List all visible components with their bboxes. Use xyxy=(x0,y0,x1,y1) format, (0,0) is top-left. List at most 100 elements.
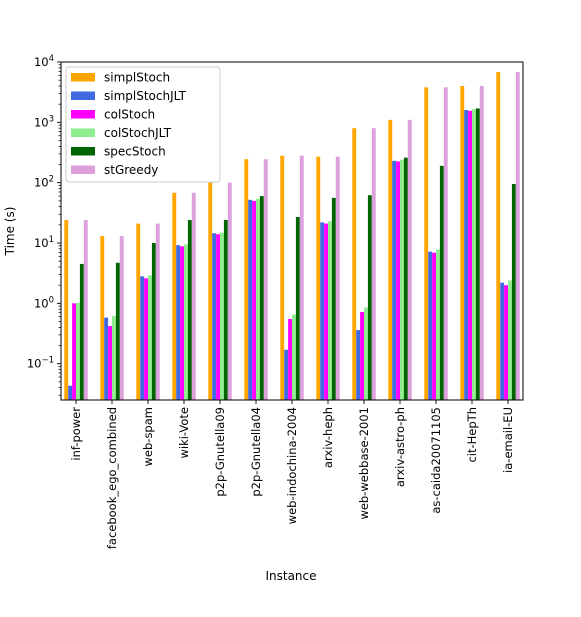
y-tick-label: 100 xyxy=(34,295,54,310)
x-tick-label: facebook_ego_combined xyxy=(105,407,119,549)
plot-frame xyxy=(60,61,524,401)
x-tick-label: ia-email-EU xyxy=(501,407,515,473)
bar-simplStoch-cit-HepTh xyxy=(460,86,465,400)
x-tick-label: inf-power xyxy=(69,407,83,461)
y-tick-label: 10−1 xyxy=(27,356,54,371)
bar-simplStoch-web-spam xyxy=(136,223,141,400)
bar-colStoch-as-caida20071105 xyxy=(432,252,436,400)
legend-label-simplStochJLT: simplStochJLT xyxy=(104,89,187,103)
x-tick-label: arxiv-heph xyxy=(321,407,335,468)
bar-stGreedy-web-webbase-2001 xyxy=(371,128,376,400)
x-axis-label: Instance xyxy=(265,569,316,583)
bar-simplStochJLT-cit-HepTh xyxy=(464,110,469,401)
x-tick-label: arxiv-astro-ph xyxy=(393,407,407,487)
y-tick-base: 10 xyxy=(34,236,49,250)
bar-colStoch-web-spam xyxy=(144,278,148,400)
y-tick-base: 10 xyxy=(34,176,49,190)
y-tick-exponent: 4 xyxy=(49,54,54,64)
x-tick-label: web-spam xyxy=(141,407,155,466)
bar-colStochJLT-inf-power xyxy=(76,302,80,400)
bar-specStoch-web-indochina-2004 xyxy=(295,216,300,400)
bar-colStochJLT-wiki-Vote xyxy=(184,244,188,400)
bar-colStoch-web-indochina-2004 xyxy=(288,319,292,400)
bar-specStoch-inf-power xyxy=(79,263,84,400)
bar-stGreedy-wiki-Vote xyxy=(191,192,196,400)
bar-specStoch-p2p-Gnutella04 xyxy=(259,196,264,400)
bar-simplStochJLT-web-webbase-2001 xyxy=(356,330,361,400)
y-tick-label: 102 xyxy=(34,175,54,190)
bar-simplStoch-p2p-Gnutella04 xyxy=(244,159,249,400)
bar-simplStochJLT-arxiv-astro-ph xyxy=(392,160,397,400)
bar-simplStochJLT-web-spam xyxy=(140,276,145,400)
x-tick-label: cit-HepTh xyxy=(465,407,479,463)
bar-specStoch-ia-email-EU xyxy=(511,184,516,400)
y-tick-exponent: 2 xyxy=(49,175,54,185)
bar-specStoch-as-caida20071105 xyxy=(439,165,444,400)
legend-swatch-colStochJLT xyxy=(71,128,95,137)
bar-simplStoch-web-webbase-2001 xyxy=(352,128,357,400)
bar-colStochJLT-facebook_ego_combined xyxy=(112,315,116,400)
bar-colStoch-p2p-Gnutella04 xyxy=(252,200,256,400)
legend-swatch-colStoch xyxy=(71,110,95,119)
bar-colStochJLT-p2p-Gnutella09 xyxy=(220,232,224,400)
y-tick-base: 10 xyxy=(34,115,49,129)
y-tick-base: 10 xyxy=(34,296,49,310)
bar-colStochJLT-web-spam xyxy=(148,275,152,400)
bar-simplStoch-web-indochina-2004 xyxy=(280,155,285,400)
bar-stGreedy-p2p-Gnutella09 xyxy=(227,182,232,400)
bar-specStoch-web-spam xyxy=(151,243,156,400)
bar-simplStoch-facebook_ego_combined xyxy=(100,236,105,400)
bar-colStochJLT-arxiv-heph xyxy=(328,221,332,400)
bar-colStochJLT-ia-email-EU xyxy=(508,280,512,400)
bar-colStoch-arxiv-heph xyxy=(324,223,328,400)
y-tick-exponent: 1 xyxy=(49,235,54,245)
bar-colStochJLT-arxiv-astro-ph xyxy=(400,159,404,400)
bar-colStoch-p2p-Gnutella09 xyxy=(216,234,220,400)
bar-simplStochJLT-ia-email-EU xyxy=(500,282,505,400)
y-tick-exponent: −1 xyxy=(41,356,54,366)
legend: simplStoch simplStochJLT colStoch colStochJ… xyxy=(65,66,221,183)
legend-swatch-simplStochJLT xyxy=(71,91,95,100)
bar-stGreedy-facebook_ego_combined xyxy=(119,236,124,400)
y-tick-label: 103 xyxy=(34,114,54,129)
y-axis-label: Time (s) xyxy=(3,207,17,257)
bar-stGreedy-cit-HepTh xyxy=(479,86,484,400)
y-tick-base: 10 xyxy=(34,55,49,69)
bar-simplStochJLT-p2p-Gnutella09 xyxy=(212,233,217,400)
y-tick-exponent: 3 xyxy=(49,114,54,124)
bar-simplStoch-inf-power xyxy=(64,220,69,400)
bar-colStoch-ia-email-EU xyxy=(504,285,508,400)
bar-stGreedy-web-spam xyxy=(155,223,160,400)
bar-stGreedy-arxiv-astro-ph xyxy=(407,119,412,400)
y-tick-label: 101 xyxy=(34,235,54,250)
bar-stGreedy-as-caida20071105 xyxy=(443,87,448,400)
bar-stGreedy-web-indochina-2004 xyxy=(299,155,304,400)
bar-specStoch-wiki-Vote xyxy=(187,220,192,400)
bar-specStoch-p2p-Gnutella09 xyxy=(223,220,228,400)
bar-simplStoch-arxiv-astro-ph xyxy=(388,119,393,400)
bar-specStoch-facebook_ego_combined xyxy=(115,262,120,400)
legend-swatch-specStoch xyxy=(71,147,95,156)
legend-label-specStoch: specStoch xyxy=(104,145,166,159)
bar-simplStochJLT-wiki-Vote xyxy=(176,245,181,400)
x-tick-label: web-webbase-2001 xyxy=(357,407,371,520)
y-tick-base: 10 xyxy=(27,357,42,371)
legend-label-stGreedy: stGreedy xyxy=(104,163,158,177)
x-tick-label: p2p-Gnutella09 xyxy=(213,407,227,497)
bar-simplStochJLT-facebook_ego_combined xyxy=(104,317,109,400)
bar-simplStoch-ia-email-EU xyxy=(496,72,501,401)
y-tick-label: 104 xyxy=(34,54,54,69)
bar-simplStoch-p2p-Gnutella09 xyxy=(208,182,213,400)
bar-simplStoch-arxiv-heph xyxy=(316,156,321,400)
legend-label-colStoch: colStoch xyxy=(104,108,155,122)
bar-colStochJLT-web-indochina-2004 xyxy=(292,314,296,400)
bar-simplStoch-wiki-Vote xyxy=(172,192,177,400)
bar-stGreedy-ia-email-EU xyxy=(515,72,520,401)
bar-simplStoch-as-caida20071105 xyxy=(424,87,429,400)
bar-colStochJLT-as-caida20071105 xyxy=(436,249,440,400)
bar-simplStochJLT-arxiv-heph xyxy=(320,222,325,400)
bar-colStoch-wiki-Vote xyxy=(180,246,184,400)
bar-colStoch-web-webbase-2001 xyxy=(360,311,364,400)
